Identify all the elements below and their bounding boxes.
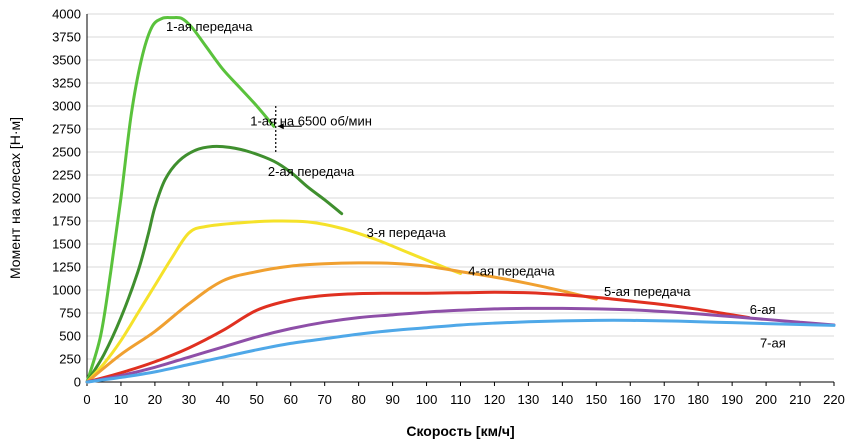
x-tick-label: 10 [114, 392, 128, 407]
series-line-3 [87, 221, 461, 382]
y-tick-label: 750 [59, 306, 81, 321]
x-tick-label: 120 [484, 392, 506, 407]
x-tick-label: 100 [416, 392, 438, 407]
torque-speed-chart: 0250500750100012501500175020002250250027… [0, 0, 850, 445]
x-tick-label: 210 [789, 392, 811, 407]
x-tick-label: 150 [585, 392, 607, 407]
x-tick-label: 170 [653, 392, 675, 407]
y-tick-label: 250 [59, 352, 81, 367]
axes: 0250500750100012501500175020002250250027… [52, 7, 845, 408]
series-labels: 1-ая передача 1-ая на 6500 об/мин 2-ая пер… [166, 19, 786, 350]
y-tick-label: 3750 [52, 30, 81, 45]
x-tick-label: 160 [619, 392, 641, 407]
series-label: 1-ая на 6500 об/мин [250, 114, 372, 129]
x-tick-label: 180 [687, 392, 709, 407]
series-label: 3-я передача [367, 225, 447, 240]
x-tick-label: 0 [83, 392, 90, 407]
x-tick-label: 60 [283, 392, 297, 407]
y-tick-label: 500 [59, 329, 81, 344]
x-tick-label: 130 [518, 392, 540, 407]
y-tick-label: 0 [74, 375, 81, 390]
y-tick-label: 1250 [52, 260, 81, 275]
x-tick-label: 90 [385, 392, 399, 407]
y-tick-label: 2750 [52, 122, 81, 137]
x-tick-label: 80 [351, 392, 365, 407]
x-tick-label: 190 [721, 392, 743, 407]
series-group [87, 18, 834, 382]
y-tick-label: 1500 [52, 237, 81, 252]
x-tick-label: 140 [552, 392, 574, 407]
x-tick-label: 50 [250, 392, 264, 407]
x-tick-label: 40 [216, 392, 230, 407]
series-label: 7-ая [760, 335, 786, 350]
series-label: 4-ая передача [468, 264, 555, 279]
x-tick-label: 110 [450, 392, 471, 407]
y-tick-label: 3000 [52, 99, 81, 114]
x-tick-label: 220 [823, 392, 845, 407]
y-tick-label: 1750 [52, 214, 81, 229]
y-tick-label: 3500 [52, 53, 81, 68]
y-tick-label: 1000 [52, 283, 81, 298]
series-label: 5-ая передача [604, 284, 691, 299]
series-line-7 [87, 320, 834, 382]
x-axis-title: Скорость [км/ч] [406, 423, 514, 439]
series-label: 1-ая передача [166, 19, 253, 34]
series-label: 6-ая [750, 302, 776, 317]
y-tick-label: 4000 [52, 7, 81, 22]
grid [87, 14, 834, 359]
series-line-6 [87, 308, 834, 382]
y-tick-label: 2500 [52, 145, 81, 160]
x-tick-label: 30 [182, 392, 196, 407]
x-tick-label: 200 [755, 392, 777, 407]
y-axis-title: Момент на колесах [Н·м] [7, 117, 23, 279]
x-tick-label: 70 [317, 392, 331, 407]
y-tick-label: 2000 [52, 191, 81, 206]
series-label: 2-ая передача [268, 164, 355, 179]
y-tick-label: 3250 [52, 76, 81, 91]
x-tick-label: 20 [148, 392, 162, 407]
series-line-1 [87, 18, 274, 382]
y-tick-label: 2250 [52, 168, 81, 183]
